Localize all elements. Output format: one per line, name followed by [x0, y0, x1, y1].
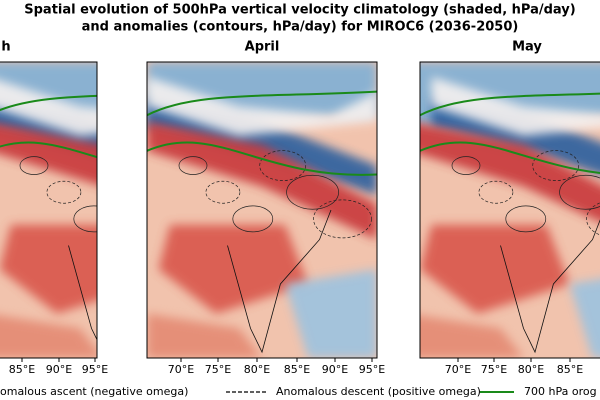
x-tick-label: 75°E [205, 363, 231, 376]
x-tick-label: 95°E [359, 363, 385, 376]
contour [478, 180, 514, 204]
title-line: Spatial evolution of 500hPa vertical vel… [24, 3, 575, 18]
shading [147, 76, 377, 136]
x-tick-label: 70°E [168, 363, 194, 376]
contour [178, 156, 208, 175]
contour [19, 156, 49, 175]
x-tick-label: 80°E [244, 363, 270, 376]
panel-title: May [512, 40, 542, 55]
shading [158, 224, 308, 314]
shading [569, 279, 600, 358]
contour [313, 199, 372, 239]
legend-label: Anomalous descent (positive omega) [276, 385, 481, 398]
contour [586, 202, 600, 236]
x-tick-label: 95°E [82, 363, 108, 376]
orography-line [147, 90, 377, 176]
panel-title: h [1, 40, 10, 55]
coastline [227, 209, 332, 354]
shading [0, 224, 97, 314]
x-tick-label: 70°E [445, 363, 471, 376]
orography-line [420, 92, 600, 174]
title-line: and anomalies (contours, hPa/day) for MI… [82, 20, 519, 35]
shading [0, 315, 97, 358]
contour [532, 150, 580, 181]
shading [285, 269, 377, 358]
contour [205, 180, 241, 204]
contour [559, 174, 600, 210]
map-panel [0, 62, 147, 358]
shading [147, 313, 262, 358]
shading [431, 76, 600, 136]
panel-frame [419, 61, 600, 359]
map-panel [147, 62, 377, 358]
map-panel [420, 62, 600, 358]
shading [420, 224, 570, 314]
legend-label: 700 hPa orog [524, 385, 597, 398]
shading [0, 123, 97, 185]
x-tick-label: 85°E [557, 363, 583, 376]
orography-line [0, 94, 97, 159]
shading [420, 315, 524, 358]
x-tick-label: 90°E [322, 363, 348, 376]
contour [232, 205, 274, 233]
shading [0, 80, 97, 136]
x-tick-label: 85°E [284, 363, 310, 376]
panel-title: April [245, 40, 280, 55]
panel-frame [146, 61, 378, 359]
shading [420, 123, 600, 222]
contour [451, 156, 481, 175]
contour [259, 150, 307, 181]
x-tick-label: 80°E [518, 363, 544, 376]
x-tick-label: 75°E [481, 363, 507, 376]
contour [101, 151, 147, 181]
contour [46, 180, 82, 204]
shading [147, 121, 377, 240]
x-tick-label: 85°E [9, 363, 35, 376]
contour [286, 174, 339, 210]
contour [73, 205, 97, 233]
legend-label: omalous ascent (negative omega) [0, 385, 188, 398]
contour [505, 205, 547, 233]
coastline [500, 219, 600, 354]
panel-frame [0, 61, 98, 359]
coastline [68, 245, 97, 341]
x-tick-label: 90°E [46, 363, 72, 376]
